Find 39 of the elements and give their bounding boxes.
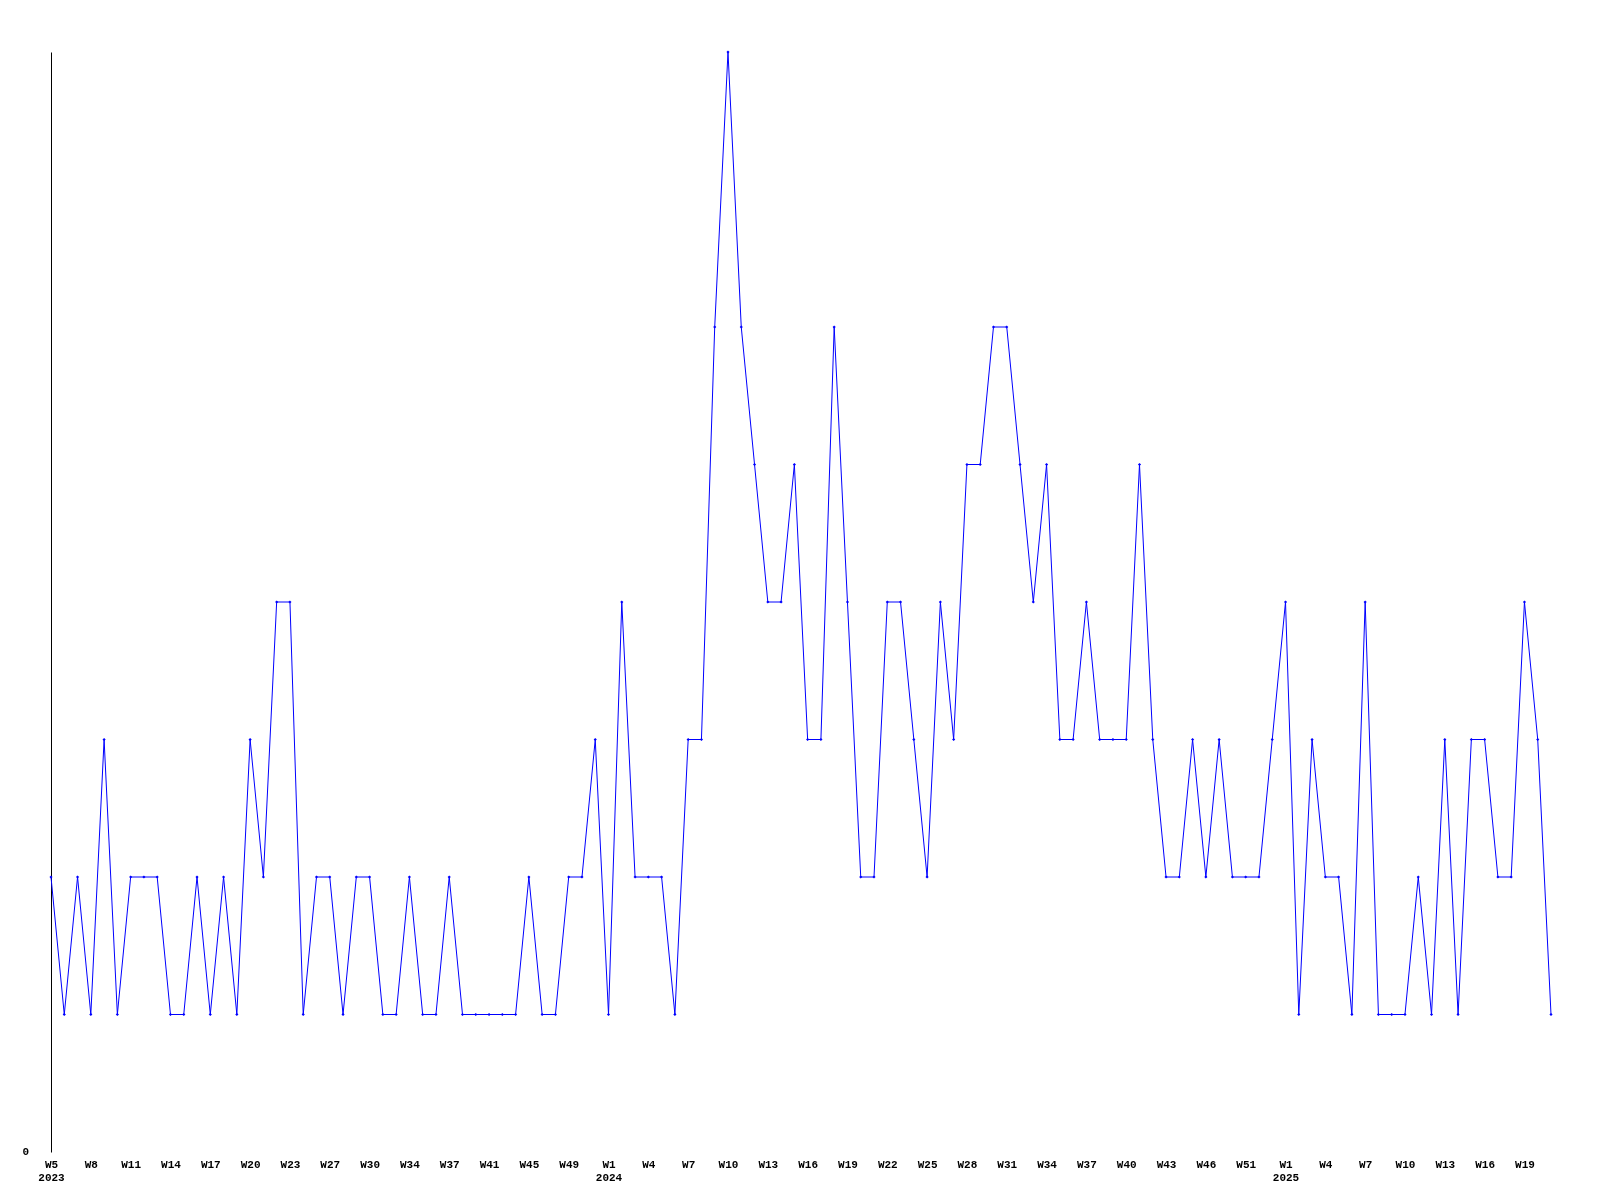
x-tick-label: W7 <box>682 1158 696 1171</box>
x-tick-label: W13 <box>758 1158 779 1171</box>
x-tick-label: W20 <box>240 1158 261 1171</box>
x-tick-label: W4 <box>642 1158 656 1171</box>
x-tick-label: W7 <box>1359 1158 1373 1171</box>
x-tick-label: W34 <box>400 1158 421 1171</box>
x-tick-label: W51 <box>1236 1158 1257 1171</box>
x-tick-label: W1 2025 <box>1272 1158 1300 1184</box>
x-tick-label: W37 <box>1076 1158 1097 1171</box>
x-tick-label: W22 <box>877 1158 898 1171</box>
x-tick-label: W4 <box>1319 1158 1333 1171</box>
x-tick-label: W40 <box>1116 1158 1137 1171</box>
x-tick-label: W46 <box>1196 1158 1217 1171</box>
x-tick-label: W45 <box>519 1158 540 1171</box>
x-tick-label: W5 2023 <box>38 1158 66 1184</box>
x-tick-label: W25 <box>917 1158 938 1171</box>
x-tick-label: W19 <box>838 1158 858 1171</box>
x-tick-label: W13 <box>1435 1158 1456 1171</box>
x-tick-label: W49 <box>559 1158 580 1171</box>
x-tick-label: W8 <box>84 1158 99 1171</box>
x-tick-label: W16 <box>1475 1158 1496 1171</box>
x-tick-label: W11 <box>121 1158 142 1171</box>
x-tick-label: W31 <box>997 1158 1018 1171</box>
x-tick-label: W23 <box>280 1158 301 1171</box>
x-tick-label: W19 <box>1515 1158 1535 1171</box>
x-tick-label: W1 2024 <box>595 1158 623 1184</box>
x-tick-label: W14 <box>161 1158 182 1171</box>
x-tick-label: W27 <box>320 1158 341 1171</box>
x-tick-label: W10 <box>1395 1158 1416 1171</box>
x-tick-label: W41 <box>479 1158 500 1171</box>
x-tick-label: W34 <box>1037 1158 1058 1171</box>
x-tick-label: W43 <box>1156 1158 1177 1171</box>
x-tick-label: W28 <box>957 1158 978 1171</box>
text: 0 <box>22 1146 29 1158</box>
x-tick-label: W37 <box>439 1158 460 1171</box>
x-tick-label: W30 <box>360 1158 380 1171</box>
x-tick-label: W17 <box>200 1158 221 1171</box>
x-tick-label: W10 <box>718 1158 739 1171</box>
x-tick-label: W16 <box>798 1158 819 1171</box>
